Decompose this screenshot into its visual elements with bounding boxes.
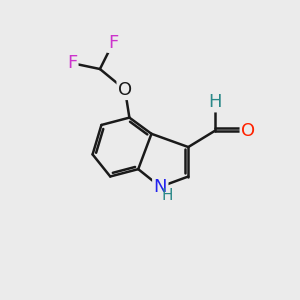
Text: N: N <box>154 178 167 196</box>
Text: O: O <box>118 81 132 99</box>
Text: F: F <box>67 54 77 72</box>
Text: F: F <box>108 34 118 52</box>
Text: H: H <box>208 93 221 111</box>
Text: H: H <box>162 188 173 202</box>
Text: O: O <box>241 122 255 140</box>
